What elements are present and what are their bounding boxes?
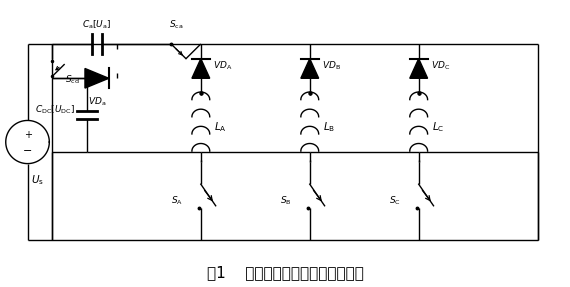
Text: $VD_{\rm B}$: $VD_{\rm B}$ xyxy=(321,59,341,72)
Text: $S_{\rm C}$: $S_{\rm C}$ xyxy=(389,195,401,207)
Text: $L_{\rm C}$: $L_{\rm C}$ xyxy=(431,121,444,134)
Text: +: + xyxy=(23,130,31,140)
Polygon shape xyxy=(85,69,109,88)
Text: $L_{\rm A}$: $L_{\rm A}$ xyxy=(214,121,226,134)
Text: $U_{\rm s}$: $U_{\rm s}$ xyxy=(31,173,43,187)
Text: $VD_{\rm C}$: $VD_{\rm C}$ xyxy=(430,59,450,72)
Text: −: − xyxy=(23,146,32,156)
Text: $C_{\rm a}[U_{\rm a}]$: $C_{\rm a}[U_{\rm a}]$ xyxy=(82,19,112,31)
Text: $C_{\rm DC}[U_{\rm DC}]$: $C_{\rm DC}[U_{\rm DC}]$ xyxy=(35,104,75,117)
Text: $L_{\rm B}$: $L_{\rm B}$ xyxy=(323,121,335,134)
Text: $S_{\rm B}$: $S_{\rm B}$ xyxy=(280,195,292,207)
Polygon shape xyxy=(410,59,428,78)
Text: $VD_{\rm a}$: $VD_{\rm a}$ xyxy=(88,96,106,108)
Polygon shape xyxy=(192,59,210,78)
Text: $S_{\rm A}$: $S_{\rm A}$ xyxy=(171,195,183,207)
Polygon shape xyxy=(301,59,319,78)
Text: 图1    新型有源升压功率变换器拓扑: 图1 新型有源升压功率变换器拓扑 xyxy=(206,265,364,280)
Text: $VD_{\rm A}$: $VD_{\rm A}$ xyxy=(213,59,232,72)
Text: $S_{\rm cd}$: $S_{\rm cd}$ xyxy=(65,73,80,86)
Text: $S_{\rm ca}$: $S_{\rm ca}$ xyxy=(169,19,184,31)
